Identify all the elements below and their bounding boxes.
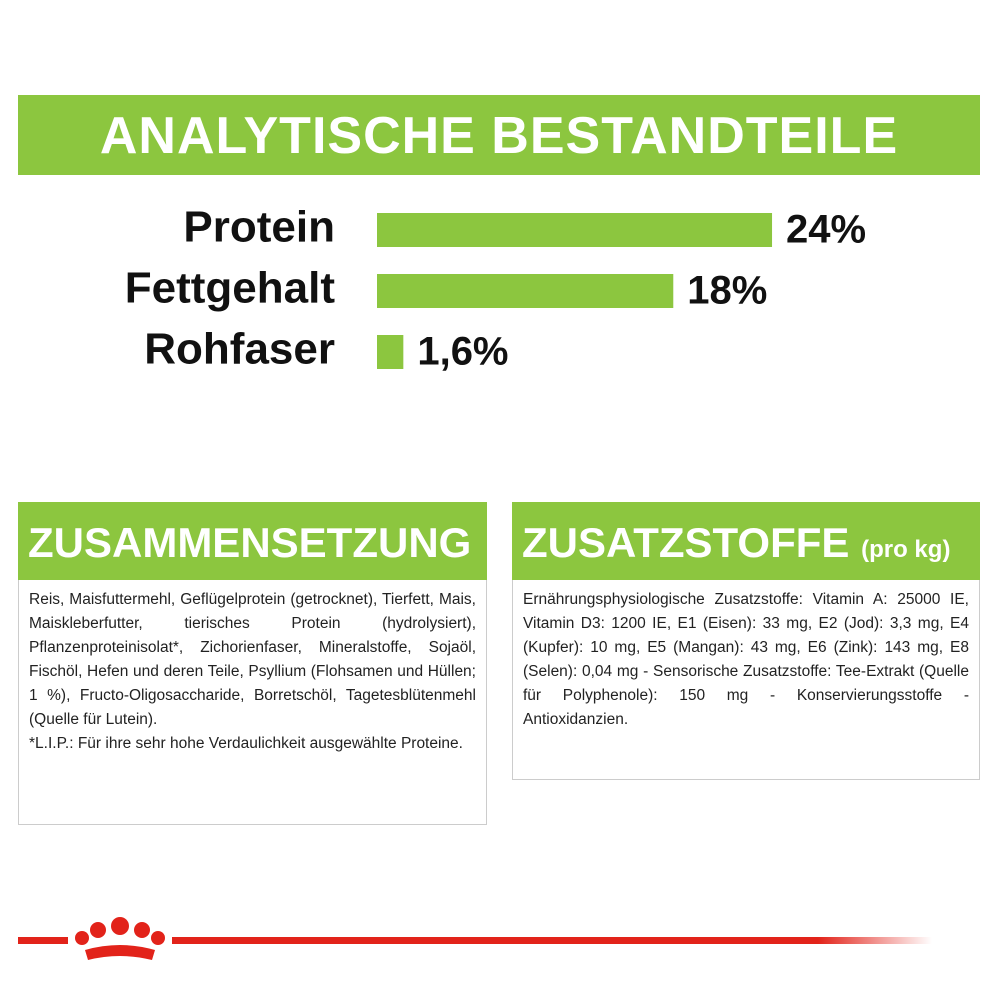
bar-label: Rohfaser — [144, 325, 335, 374]
value-label: 18% — [687, 269, 767, 313]
section-note: *L.I.P.: Für ihre sehr hohe Verdaulichke… — [29, 735, 463, 752]
section-title: ZUSAMMENSETZUNG — [28, 519, 472, 566]
section-text: Ernährungsphysiologische Zusatzstoffe: V… — [523, 591, 969, 728]
footer-line — [18, 937, 68, 944]
bar — [377, 274, 674, 308]
bar-label: Protein — [183, 203, 335, 252]
chart: Protein 24% Fettgehalt 18% Rohfaser 1,6% — [125, 203, 866, 374]
bar — [377, 335, 404, 369]
logo — [75, 917, 165, 960]
value-label: 24% — [786, 208, 866, 252]
section-body: Ernährungsphysiologische Zusatzstoffe: V… — [512, 580, 980, 780]
bar-label: Fettgehalt — [125, 264, 336, 313]
section-subtitle: (pro kg) — [861, 536, 951, 563]
section-title: ZUSATZSTOFFE — [522, 519, 850, 566]
section-header: ZUSATZSTOFFE (pro kg) — [512, 502, 980, 580]
chart-title: ANALYTISCHE BESTANDTEILE — [18, 95, 980, 175]
section-header: ZUSAMMENSETZUNG — [18, 502, 487, 580]
section-text: Reis, Maisfuttermehl, Geflügelprotein (g… — [29, 591, 476, 728]
section-body: Reis, Maisfuttermehl, Geflügelprotein (g… — [18, 580, 487, 825]
bar — [377, 213, 773, 247]
value-label: 1,6% — [417, 330, 508, 374]
footer-line — [172, 937, 932, 944]
